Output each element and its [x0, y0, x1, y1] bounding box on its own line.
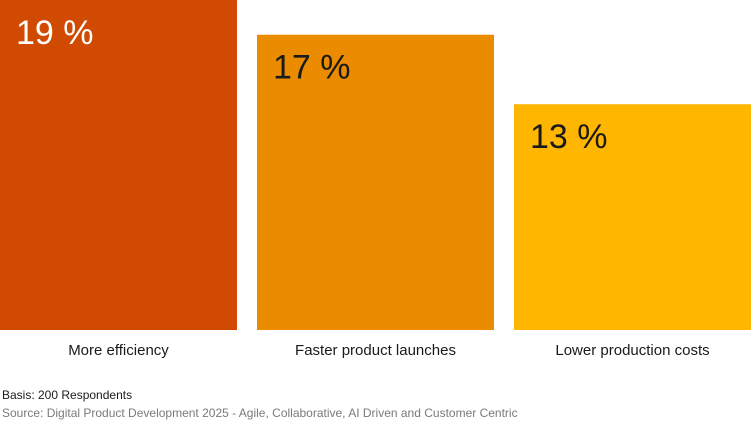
bars-group	[0, 0, 751, 330]
source-note: Source: Digital Product Development 2025…	[2, 406, 518, 420]
value-label-lower-production-costs: 13 %	[530, 118, 608, 156]
bar-faster-product-launches	[257, 34, 494, 330]
bar-lower-production-costs	[514, 104, 751, 330]
basis-note: Basis: 200 Respondents	[2, 388, 133, 402]
bar-more-efficiency	[0, 0, 237, 330]
category-label-faster-product-launches: Faster product launches	[295, 342, 456, 359]
value-label-more-efficiency: 19 %	[16, 14, 94, 52]
category-label-lower-production-costs: Lower production costs	[555, 342, 709, 359]
value-label-faster-product-launches: 17 %	[273, 49, 351, 87]
value-labels-group: 19 % 17 % 13 %	[16, 14, 608, 156]
category-labels-group: More efficiency Faster product launches Lo…	[68, 342, 709, 359]
category-label-more-efficiency: More efficiency	[68, 342, 169, 359]
